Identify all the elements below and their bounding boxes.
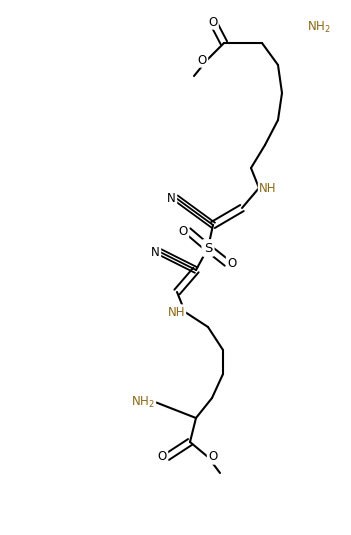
Text: O: O <box>208 16 218 28</box>
Text: O: O <box>158 450 167 463</box>
Text: O: O <box>179 225 188 238</box>
Text: NH: NH <box>259 181 277 195</box>
Text: NH: NH <box>167 305 185 318</box>
Text: N: N <box>151 246 160 258</box>
Text: N: N <box>167 192 176 204</box>
Text: S: S <box>204 241 212 255</box>
Text: O: O <box>208 450 217 463</box>
Text: O: O <box>227 256 236 270</box>
Text: NH$_2$: NH$_2$ <box>131 394 155 410</box>
Text: O: O <box>198 54 207 66</box>
Text: NH$_2$: NH$_2$ <box>307 19 331 35</box>
